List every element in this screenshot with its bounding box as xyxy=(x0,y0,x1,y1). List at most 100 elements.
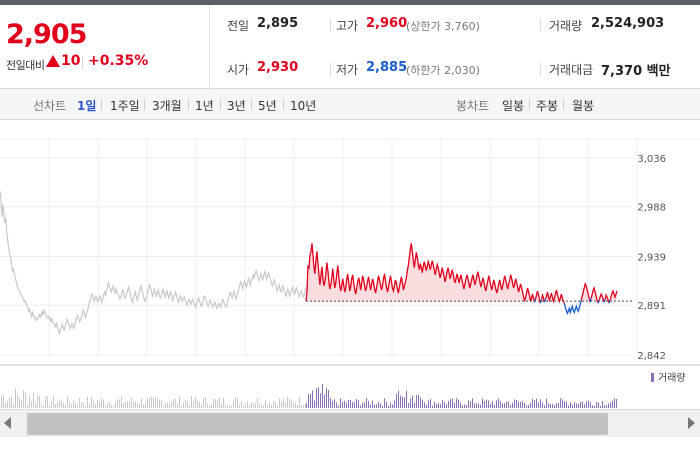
volume-bar xyxy=(590,402,591,408)
volume-bar xyxy=(13,404,14,408)
volume-bar xyxy=(49,404,50,408)
volume-bar xyxy=(602,401,603,408)
volume-bar xyxy=(65,404,66,408)
volume-bar xyxy=(99,401,100,408)
volume-bar xyxy=(159,399,160,408)
amount-label: 거래대금 xyxy=(549,63,594,77)
volume-bar xyxy=(342,401,343,408)
price-line-up xyxy=(590,286,599,304)
volume-bar xyxy=(444,402,445,408)
volume-bar xyxy=(330,398,331,408)
volume-bar xyxy=(3,394,4,408)
volume-bar xyxy=(131,397,132,408)
open-label: 시가 xyxy=(227,63,250,77)
volume-bar xyxy=(580,401,581,408)
scroll-left-arrow-icon[interactable] xyxy=(4,417,11,429)
period-1d[interactable]: 1일 xyxy=(77,99,97,113)
volume-bar xyxy=(346,402,347,408)
divider xyxy=(101,99,102,110)
volume-bar xyxy=(534,399,535,408)
volume-bar xyxy=(297,405,298,408)
volume-bar xyxy=(598,402,599,408)
volume-bar xyxy=(51,401,52,408)
volume-bar xyxy=(141,398,142,408)
price-line-up xyxy=(534,290,542,304)
divider xyxy=(540,63,541,76)
volume-bar xyxy=(354,402,355,408)
volume-bar xyxy=(410,398,411,408)
volume-bar xyxy=(95,403,96,408)
volume-bar xyxy=(191,396,192,408)
volume-bar xyxy=(388,405,389,408)
volume-bar xyxy=(600,405,601,408)
change-label: 전일대비 xyxy=(6,59,45,72)
volume-bar xyxy=(480,404,481,408)
price-chart: 3,036 2,988 2,939 2,891 2,842 거래량 xyxy=(0,138,700,408)
scroll-right-arrow-icon[interactable] xyxy=(688,417,695,429)
volume-bar xyxy=(225,404,226,408)
volume-bar xyxy=(11,395,12,408)
price-line-down xyxy=(608,300,611,304)
volume-bar xyxy=(183,402,184,408)
volume-bar xyxy=(564,401,565,408)
volume-bar xyxy=(291,399,292,408)
volume-bar xyxy=(213,398,214,408)
volume-bar xyxy=(440,404,441,408)
volume-bar xyxy=(247,401,248,408)
volume-bar xyxy=(592,405,593,408)
up-area-fill xyxy=(306,243,617,302)
volume-bar xyxy=(293,403,294,408)
chart-toolbar: 선차트 1일 1주일 3개월 1년 3년 5년 10년 봉차트 일봉 주봉 월봉 xyxy=(0,89,700,120)
volume-bar xyxy=(185,400,186,408)
volume-bar xyxy=(265,399,266,408)
scroll-thumb[interactable] xyxy=(27,413,608,435)
volume-bar xyxy=(504,403,505,408)
open-value: 2,930 xyxy=(257,60,299,75)
volume-bar xyxy=(484,401,485,408)
candle-daily[interactable]: 일봉 xyxy=(502,99,525,113)
volume-bar xyxy=(432,405,433,408)
volume-bar xyxy=(79,398,80,408)
volume-bar xyxy=(514,399,515,408)
volume-bar xyxy=(412,395,413,408)
volume-bar xyxy=(167,402,168,408)
volume-bar xyxy=(195,397,196,408)
quote-summary: 2,905 전일대비 10 +0.35% 전일 2,895 고가 2,960 (… xyxy=(0,5,700,89)
volume-bar xyxy=(177,403,178,408)
volume-bar xyxy=(516,400,517,408)
y-tick-label: 2,842 xyxy=(637,351,666,362)
volume-bar xyxy=(303,405,304,408)
volume-bar xyxy=(586,401,587,408)
volume-bar xyxy=(478,403,479,408)
period-10y[interactable]: 10년 xyxy=(290,99,317,113)
volume-bar xyxy=(550,404,551,408)
high-label: 고가 xyxy=(336,19,359,33)
volume-bar xyxy=(352,401,353,408)
volume-value: 2,524,903 xyxy=(591,16,665,31)
volume-bar xyxy=(572,404,573,408)
volume-bar xyxy=(77,404,78,408)
current-price: 2,905 xyxy=(6,19,87,50)
volume-bar xyxy=(81,402,82,408)
horizontal-scrollbar[interactable] xyxy=(0,409,700,437)
volume-bar xyxy=(506,401,507,408)
volume-bar xyxy=(19,397,20,408)
period-3y[interactable]: 3년 xyxy=(227,99,246,113)
volume-bar xyxy=(324,394,325,408)
volume-bar xyxy=(472,398,473,408)
volume-bar xyxy=(570,402,571,408)
period-1y[interactable]: 1년 xyxy=(195,99,214,113)
volume-bar xyxy=(382,405,383,408)
volume-bar xyxy=(223,397,224,408)
price-line-up xyxy=(609,289,618,301)
period-1w[interactable]: 1주일 xyxy=(110,99,140,113)
volume-bar xyxy=(93,401,94,408)
volume-bar xyxy=(370,404,371,408)
volume-bar xyxy=(163,405,164,408)
period-3m[interactable]: 3개월 xyxy=(152,99,182,113)
volume-bar xyxy=(143,404,144,408)
period-5y[interactable]: 5년 xyxy=(258,99,277,113)
candle-weekly[interactable]: 주봉 xyxy=(536,99,559,113)
volume-bar xyxy=(482,398,483,408)
candle-monthly[interactable]: 월봉 xyxy=(572,99,595,113)
